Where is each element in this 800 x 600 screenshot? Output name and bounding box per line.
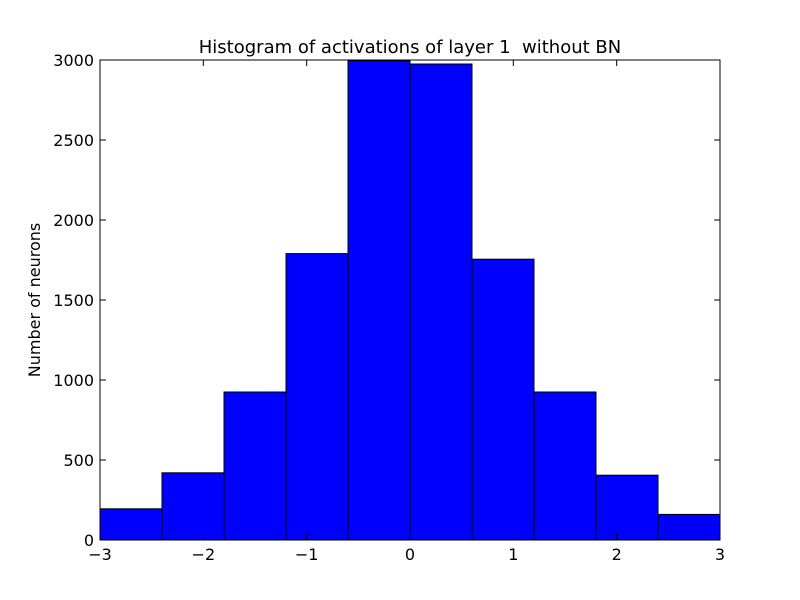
chart-title: Histogram of activations of layer 1 with… — [199, 37, 621, 58]
bar — [533, 391, 597, 541]
y-tick-label: 0 — [84, 531, 94, 550]
y-tick-label: 500 — [63, 451, 94, 470]
y-tick-label: 2500 — [53, 131, 94, 150]
bar — [595, 474, 659, 541]
x-tick-label: 2 — [612, 545, 622, 564]
bar — [285, 253, 349, 541]
y-axis-label: Number of neurons — [25, 223, 44, 377]
bar — [223, 391, 287, 541]
bar — [161, 472, 225, 541]
y-tick-label: 2000 — [53, 211, 94, 230]
x-tick-label: 3 — [715, 545, 725, 564]
x-tick-label: −3 — [88, 545, 112, 564]
x-tick-label: 1 — [508, 545, 518, 564]
y-tick-label: 1000 — [53, 371, 94, 390]
bar — [657, 513, 721, 541]
y-tick-label: 1500 — [53, 291, 94, 310]
bar — [347, 60, 411, 541]
bar — [99, 508, 163, 541]
x-tick-label: 0 — [405, 545, 415, 564]
x-tick-label: −1 — [295, 545, 319, 564]
x-tick-label: −2 — [192, 545, 216, 564]
bar — [471, 258, 535, 541]
bar — [409, 63, 473, 541]
y-tick-label: 3000 — [53, 51, 94, 70]
